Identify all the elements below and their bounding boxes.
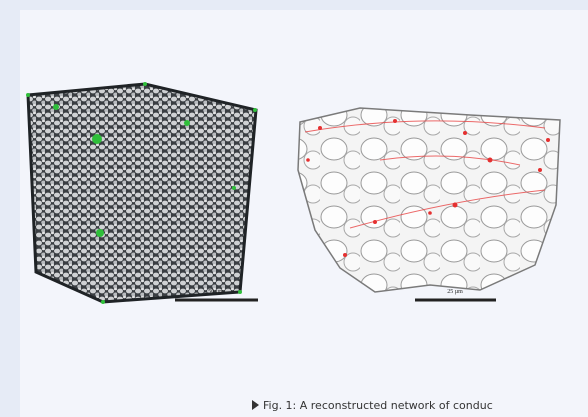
- caption: Fig. 1: A reconstructed network of condu…: [263, 399, 493, 412]
- red-markers: [306, 119, 550, 257]
- network-image: [297, 107, 561, 293]
- scale-bar-label: 25 µm: [447, 289, 463, 295]
- scale-bar-label: 50 µm: [208, 289, 224, 295]
- caption-marker: [252, 400, 259, 410]
- green-markers: [26, 82, 257, 304]
- cube-image: [26, 82, 258, 304]
